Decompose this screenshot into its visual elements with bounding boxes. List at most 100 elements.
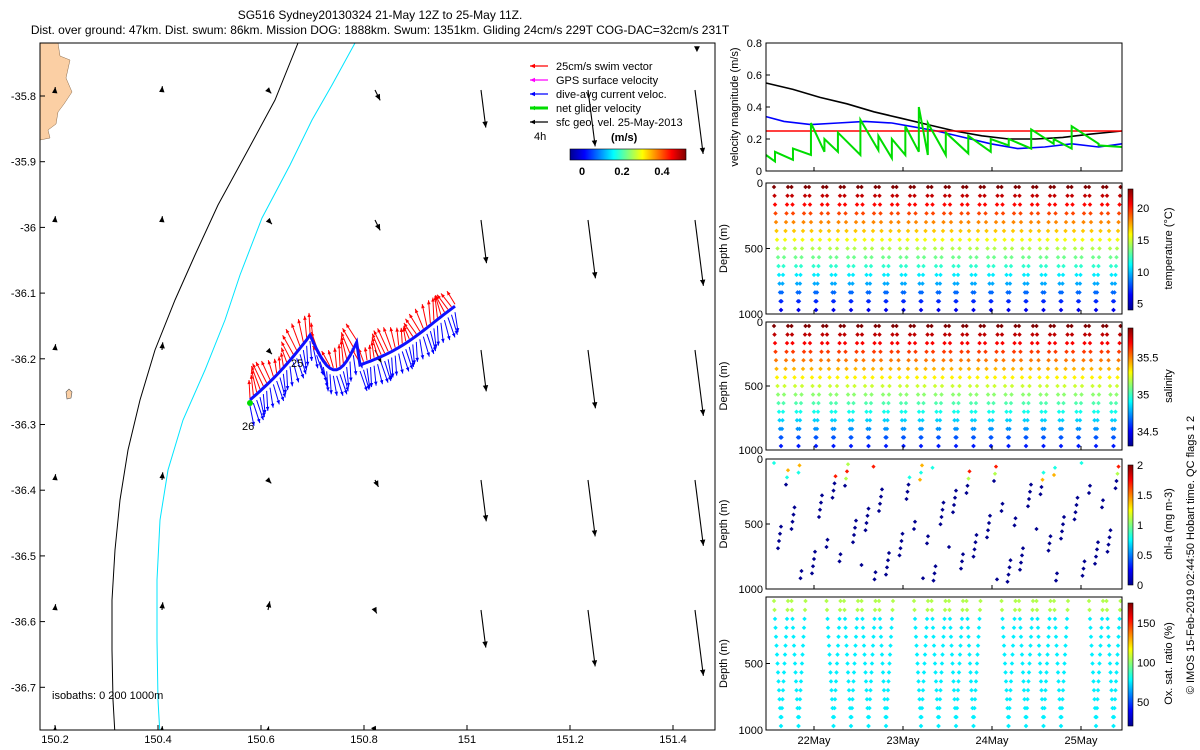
geo-vector-arrow	[159, 342, 165, 351]
dac-vector	[415, 341, 420, 362]
geo-vector-arrow	[159, 216, 165, 223]
geo-vector-arrow	[587, 349, 598, 409]
geo-vector-arrow	[52, 87, 58, 94]
geo-vector-arrow	[266, 726, 270, 730]
geo-vector-arrow	[371, 725, 377, 730]
legend-entry: sfc geo. vel. 25-May-2013	[530, 117, 683, 129]
dac-vector	[289, 366, 294, 387]
velocity-y-tick-label: 0.2	[747, 134, 762, 146]
dac-vector	[366, 368, 371, 389]
geo-vector-arrow	[695, 729, 696, 730]
swim-vector	[279, 352, 284, 366]
dac-vector	[276, 380, 285, 402]
speed-colorbar	[569, 148, 687, 161]
swim-vector	[273, 358, 278, 374]
swim-vector	[427, 300, 431, 324]
velocity-series-line	[765, 82, 1123, 140]
map-y-tick-label: -36.6	[11, 617, 36, 629]
map-y-tick-label: -36.2	[11, 354, 36, 366]
geo-vector-arrow	[588, 729, 589, 730]
geo-vector-arrow	[481, 729, 482, 730]
swim-vector	[431, 297, 435, 321]
colorbar-title: (m/s)	[611, 132, 638, 144]
legend-label: sfc geo. vel. 25-May-2013	[556, 117, 683, 129]
swim-vector	[252, 363, 264, 387]
dac-vector	[443, 319, 451, 341]
map-x-tick-label: 151.4	[659, 734, 687, 746]
swim-vector	[363, 347, 368, 361]
depth-tick-label: 1000	[739, 584, 763, 596]
map-y-tick-label: -35.9	[11, 157, 36, 169]
profile-panel-chla: 0 500 1000 Depth (m) 0 0.5 1 1.5 2 chl-a (mg m-3)	[718, 454, 1175, 596]
dac-vector	[279, 377, 286, 398]
dac-vector	[346, 366, 351, 388]
colorbar-tick-label: 0.4	[654, 166, 670, 178]
legend-entry: dive-avg current veloc.	[530, 89, 667, 101]
swim-vector	[247, 379, 252, 399]
swim-vector	[280, 347, 288, 363]
dac-vector	[433, 328, 438, 349]
dac-vector	[447, 317, 456, 338]
velocity-y-tick-label: 0.6	[747, 70, 762, 82]
colorbar-ticks: 0 0.2 0.4	[579, 166, 671, 178]
map-x-ticks: 150.2 150.4 150.6 150.8 151 151.2 151.4	[41, 725, 687, 746]
map-frame	[39, 42, 716, 731]
dac-vector	[377, 364, 384, 385]
map-x-tick-label: 151.2	[556, 734, 584, 746]
colorbar-label: temperature (°C)	[1163, 207, 1175, 289]
swim-vector	[250, 369, 258, 393]
velocity-y-tick-label: 0	[756, 166, 762, 178]
dac-vector	[265, 390, 270, 411]
colorbar-tick-label: 0.2	[614, 166, 629, 178]
profile-colorbar	[1127, 327, 1134, 447]
imos-credit: © IMOS 15-Feb-2019 02:44:50 Hobart time.…	[1185, 416, 1197, 694]
swim-vector	[303, 315, 308, 338]
profile-panel-temperature: 0 500 1000 Depth (m) 5 10 15 20 temperature (°C)	[718, 178, 1175, 321]
map-x-tick-label: 150.6	[247, 734, 275, 746]
swim-vector	[327, 350, 334, 368]
colorbar-label: salinity	[1163, 369, 1175, 403]
profile-panel-oxygen: 500 1000 Depth (m) 50 100 150 Ox. sat. ratio (…	[718, 596, 1175, 737]
dac-vector	[336, 375, 344, 396]
geo-vector-arrow	[480, 479, 489, 522]
map-x-tick-label: 150.2	[41, 734, 69, 746]
swim-vector	[297, 318, 304, 343]
swim-vector	[383, 327, 393, 350]
depth-tick-label: 500	[745, 381, 763, 393]
time-tick-label: 22May	[797, 735, 831, 747]
dac-vector	[352, 355, 358, 376]
swim-vector	[337, 344, 341, 367]
swim-vector	[377, 328, 389, 352]
geo-vector-arrow	[587, 219, 598, 279]
dac-vector	[405, 349, 413, 370]
legend-entry: 25cm/s swim vector	[530, 61, 653, 73]
map-y-tick-label: -36	[20, 222, 36, 234]
colorbar-tick-label: 100	[1137, 658, 1155, 670]
geo-vector-arrow	[159, 602, 165, 611]
swim-vector	[399, 327, 404, 344]
colorbar-tick-label: 0	[1137, 580, 1143, 592]
colorbar-label: chl-a (mg m-3)	[1163, 488, 1175, 560]
dac-vector	[401, 351, 410, 372]
swim-vector	[249, 374, 254, 396]
swim-vector	[277, 356, 282, 370]
isobaths-label: isobaths: 0 200 1000m	[52, 690, 163, 702]
legend-label: GPS surface velocity	[556, 75, 659, 87]
profile-colorbar	[1127, 188, 1134, 311]
geo-vector-arrow	[694, 349, 706, 416]
profile-panel-salinity: 0 500 1000 Depth (m) 34.5 35 35.5 salinity	[718, 317, 1175, 457]
legend-arrow	[530, 119, 548, 125]
depth-axis-label: Depth (m)	[718, 500, 730, 549]
dac-vector	[262, 393, 267, 415]
map-y-tick-label: -36.1	[11, 288, 36, 300]
dac-vector	[419, 339, 425, 360]
geo-vector-arrow	[159, 472, 165, 481]
depth-axis-label: Depth (m)	[718, 639, 730, 688]
map-y-tick-label: -36.4	[11, 485, 36, 497]
colorbar-tick-label: 35	[1137, 389, 1149, 401]
geo-vector-arrow	[159, 86, 165, 93]
swim-vector	[333, 347, 338, 368]
legend-entry: GPS surface velocity	[530, 75, 659, 87]
